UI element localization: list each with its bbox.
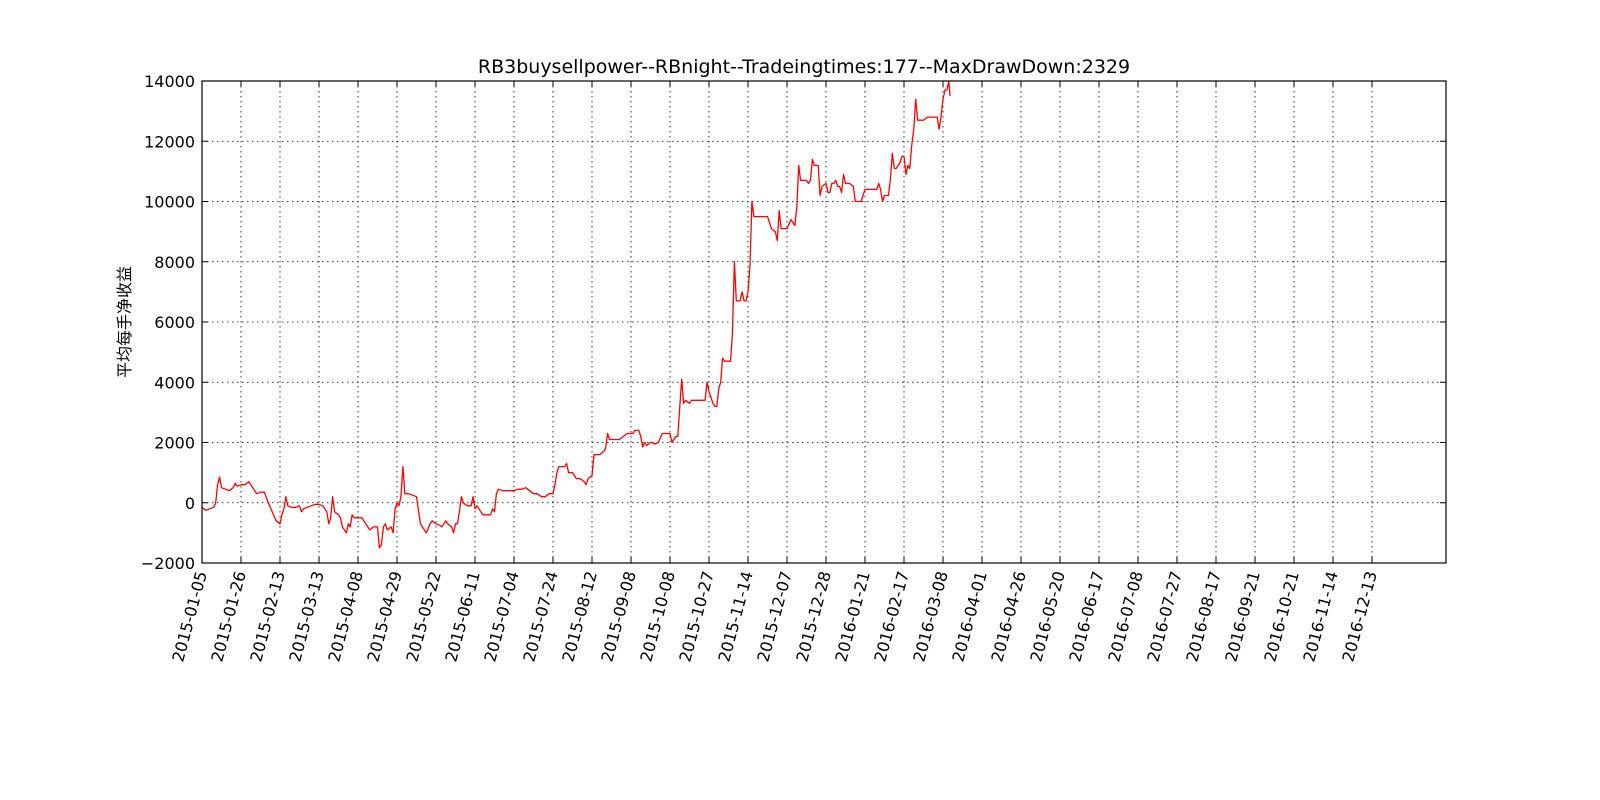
- series-layer: [201, 80, 951, 549]
- y-tick-label: 12000: [144, 132, 195, 151]
- y-tick-label: 10000: [144, 193, 195, 212]
- x-tick-label: 2016-04-01: [948, 569, 990, 664]
- x-tick-label: 2015-05-22: [402, 569, 444, 664]
- x-tick-label: 2016-02-17: [870, 569, 912, 664]
- x-tick-label: 2015-07-04: [480, 569, 522, 664]
- x-tick-label: 2015-09-08: [597, 569, 639, 664]
- x-tick-label: 2016-12-13: [1338, 569, 1380, 664]
- x-tick-label: 2016-07-08: [1104, 569, 1146, 664]
- x-tick-label: 2015-08-12: [558, 569, 600, 664]
- x-tick-label: 2015-10-27: [675, 569, 717, 664]
- x-tick-label: 2016-11-14: [1299, 569, 1341, 664]
- x-tick-label: 2015-12-07: [753, 569, 795, 664]
- series-line-0: [201, 80, 951, 549]
- y-tick-label: −2000: [141, 554, 195, 573]
- x-tick-label: 2015-02-13: [246, 569, 288, 664]
- x-tick-label: 2015-04-29: [363, 569, 405, 664]
- x-tick-label: 2015-12-28: [792, 569, 834, 664]
- x-tick-label: 2015-01-05: [168, 569, 210, 664]
- x-tick-label: 2016-09-21: [1221, 569, 1263, 664]
- grid-lines: [202, 81, 1446, 563]
- x-tick-label: 2015-07-24: [519, 569, 561, 664]
- y-tick-label: 4000: [154, 373, 195, 392]
- y-ticks: −2000 0 2000 4000 6000 8000 10000 12000 14000: [141, 72, 1446, 573]
- x-tick-label: 2016-08-17: [1182, 569, 1224, 664]
- x-tick-label: 2015-03-13: [285, 569, 327, 664]
- x-tick-label: 2015-10-08: [636, 569, 678, 664]
- x-tick-label: 2015-01-26: [207, 569, 249, 664]
- y-tick-label: 14000: [144, 72, 195, 91]
- x-tick-label: 2016-04-26: [987, 569, 1029, 664]
- y-axis-label: 平均每手净收益: [115, 266, 134, 378]
- chart-title: RB3buysellpower--RBnight--Tradeingtimes:…: [478, 56, 1130, 78]
- y-tick-label: 8000: [154, 253, 195, 272]
- x-tick-label: 2015-06-11: [441, 569, 483, 664]
- x-tick-label: 2015-04-08: [324, 569, 366, 664]
- x-tick-label: 2015-11-14: [714, 569, 756, 664]
- x-ticks: 2015-01-052015-01-262015-02-132015-03-13…: [168, 81, 1381, 664]
- plot-frame: [201, 80, 1447, 564]
- x-tick-label: 2016-01-21: [831, 569, 873, 664]
- x-tick-label: 2016-05-20: [1026, 569, 1068, 664]
- x-tick-label: 2016-06-17: [1065, 569, 1107, 664]
- y-tick-label: 2000: [154, 434, 195, 453]
- y-tick-label: 6000: [154, 313, 195, 332]
- x-tick-label: 2016-03-08: [909, 569, 951, 664]
- y-tick-label: 0: [185, 494, 195, 513]
- x-tick-label: 2016-07-27: [1143, 569, 1185, 664]
- x-tick-label: 2016-10-21: [1260, 569, 1302, 664]
